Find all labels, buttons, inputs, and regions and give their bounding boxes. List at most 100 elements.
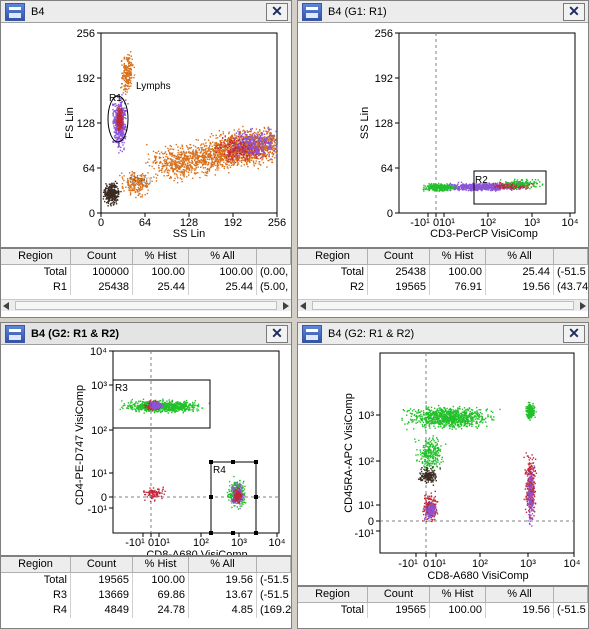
- y-tick-label: 10²: [91, 425, 107, 437]
- scroll-left-icon[interactable]: [3, 302, 9, 310]
- window-titlebar[interactable]: B4 (G1: R1) ✕: [298, 1, 588, 23]
- plot-canvas[interactable]: R2 256 192 128 64 0 -10¹ 0 10¹ 10² 10³ 1…: [298, 23, 589, 245]
- y-tick-label: 64: [381, 163, 393, 175]
- cell-extra: (0.00,: [260, 266, 289, 278]
- y-tick-label: 128: [77, 118, 95, 130]
- close-button[interactable]: ✕: [563, 324, 585, 343]
- col-header-all[interactable]: % All: [486, 249, 554, 264]
- plot-window-ss-cd3[interactable]: B4 (G1: R1) ✕ R2 256 192 128 64 0 -10¹ 0…: [297, 0, 589, 318]
- table-row[interactable]: Total 100000 100.00 100.00 (0.00,: [1, 265, 291, 280]
- cell-all: 19.56: [486, 280, 554, 295]
- region-r1-gate[interactable]: [107, 95, 129, 143]
- window-titlebar[interactable]: B4 ✕: [1, 1, 291, 23]
- table-row[interactable]: R2 19565 76.91 19.56 (43.74: [298, 280, 588, 295]
- close-button[interactable]: ✕: [266, 2, 288, 21]
- plot-canvas[interactable]: R1 Lymphs Gran 256 192 128 64 0 0 64 128…: [1, 23, 292, 245]
- table-row[interactable]: R3 13669 69.86 13.67 (-51.5: [1, 588, 291, 603]
- col-header-region[interactable]: Region: [298, 587, 368, 602]
- close-button[interactable]: ✕: [563, 2, 585, 21]
- plot-window-cd4-cd8[interactable]: B4 (G2: R1 & R2) ✕ R3 R4 10⁴ 10³ 10² 10¹…: [0, 322, 292, 629]
- col-header-hist[interactable]: % Hist: [430, 249, 486, 264]
- x-tick-label: 0: [98, 217, 104, 229]
- col-header-region[interactable]: Region: [1, 249, 71, 264]
- y-tick-label: 0: [101, 492, 107, 504]
- x-tick-label: -10¹: [398, 558, 418, 570]
- window-icon[interactable]: [5, 324, 25, 343]
- scatter-plot[interactable]: R3 R4 10⁴ 10³ 10² 10¹ 0 -10¹ -10¹ 0 10¹ …: [1, 345, 291, 567]
- y-tick-label: 128: [375, 118, 393, 130]
- scatter-plot[interactable]: R1 Lymphs Gran 256 192 128 64 0 0 64 128…: [1, 23, 291, 245]
- col-header-hist[interactable]: % Hist: [133, 557, 189, 572]
- cell-count: 4849: [71, 603, 133, 618]
- cell-extra: (5.00,: [260, 281, 289, 293]
- cell-region: Total: [298, 603, 368, 618]
- window-titlebar[interactable]: B4 (G2: R1 & R2) ✕: [1, 323, 291, 345]
- x-tick-label: 0: [423, 558, 429, 570]
- y-tick-label: 256: [375, 28, 393, 40]
- col-header-count[interactable]: Count: [368, 587, 430, 602]
- x-axis-label: SS Lin: [173, 228, 205, 240]
- plot-canvas[interactable]: 10³ 10² 10¹ 0 -10¹ -10¹ 0 10¹ 10² 10³ 10…: [298, 345, 589, 585]
- col-header-hist[interactable]: % Hist: [430, 587, 486, 602]
- x-tick-label: 10²: [472, 558, 488, 570]
- col-header-extra[interactable]: [257, 557, 291, 572]
- table-header: Region Count % Hist % All: [1, 557, 291, 573]
- plot-window-fs-ss[interactable]: B4 ✕ R1 Lymphs Gran 256 192 128 64 0 0 6…: [0, 0, 292, 318]
- col-header-count[interactable]: Count: [71, 249, 133, 264]
- cell-count: 13669: [71, 588, 133, 603]
- scroll-right-icon[interactable]: [580, 302, 586, 310]
- table-row[interactable]: Total 19565 100.00 19.56 (-51.5: [1, 573, 291, 588]
- cell-hist: 100.00: [430, 603, 486, 618]
- window-icon[interactable]: [302, 2, 322, 21]
- table-row[interactable]: R4 4849 24.78 4.85 (169.2: [1, 603, 291, 618]
- col-header-all[interactable]: % All: [486, 587, 554, 602]
- x-axis-label: CD3-PerCP VisiComp: [430, 228, 538, 240]
- window-titlebar[interactable]: B4 (G2: R1 & R2) ✕: [298, 323, 588, 345]
- scatter-plot[interactable]: R2 256 192 128 64 0 -10¹ 0 10¹ 10² 10³ 1…: [298, 23, 588, 245]
- y-tick-label: 10¹: [91, 468, 107, 480]
- scroll-thumb[interactable]: [15, 301, 277, 310]
- window-icon[interactable]: [5, 2, 25, 21]
- col-header-count[interactable]: Count: [71, 557, 133, 572]
- region-stats-table: Region Count % Hist % All Total 19565 10…: [298, 585, 588, 628]
- table-row[interactable]: Total 19565 100.00 19.56 (-51.5: [298, 603, 588, 618]
- col-header-extra[interactable]: [257, 249, 291, 264]
- scroll-right-icon[interactable]: [283, 302, 289, 310]
- table-row[interactable]: R1 25438 25.44 25.44 (5.00,: [1, 280, 291, 295]
- region-stats-table: Region Count % Hist % All Total 19565 10…: [1, 555, 291, 628]
- region-label: R3: [115, 383, 128, 394]
- col-header-all[interactable]: % All: [189, 249, 257, 264]
- y-axis-label: CD45RA-APC VisiComp: [343, 393, 355, 513]
- y-tick-label: 64: [83, 163, 95, 175]
- horizontal-scrollbar[interactable]: [1, 299, 291, 311]
- col-header-region[interactable]: Region: [298, 249, 368, 264]
- col-header-all[interactable]: % All: [189, 557, 257, 572]
- col-header-region[interactable]: Region: [1, 557, 71, 572]
- region-stats-table: Region Count % Hist % All Total 25438 10…: [298, 247, 588, 307]
- region-r3-gate[interactable]: [112, 379, 211, 429]
- region-label: R2: [475, 175, 488, 186]
- window-icon[interactable]: [302, 324, 322, 343]
- cell-region: Total: [298, 265, 368, 280]
- col-header-count[interactable]: Count: [368, 249, 430, 264]
- plot-canvas[interactable]: R3 R4 10⁴ 10³ 10² 10¹ 0 -10¹ -10¹ 0 10¹ …: [1, 345, 292, 567]
- plot-window-cd45ra-cd8[interactable]: B4 (G2: R1 & R2) ✕ 10³ 10² 10¹ 0 -10¹ -1…: [297, 322, 589, 629]
- x-tick-label: 10³: [520, 558, 536, 570]
- x-tick-label: 64: [139, 217, 151, 229]
- region-label: R4: [213, 465, 226, 476]
- cell-count: 25438: [368, 265, 430, 280]
- region-r2-gate[interactable]: [473, 170, 547, 205]
- x-tick-label: 10¹: [430, 558, 446, 570]
- col-header-extra[interactable]: [554, 587, 588, 602]
- close-button[interactable]: ✕: [266, 324, 288, 343]
- cell-all: 13.67: [189, 588, 257, 603]
- horizontal-scrollbar[interactable]: [298, 299, 588, 311]
- col-header-extra[interactable]: [554, 249, 588, 264]
- window-title: B4 (G2: R1 & R2): [328, 327, 415, 340]
- scroll-left-icon[interactable]: [300, 302, 306, 310]
- col-header-hist[interactable]: % Hist: [133, 249, 189, 264]
- x-tick-label: 10⁴: [269, 537, 286, 549]
- table-row[interactable]: Total 25438 100.00 25.44 (-51.5: [298, 265, 588, 280]
- scroll-thumb[interactable]: [312, 301, 574, 310]
- scatter-plot[interactable]: 10³ 10² 10¹ 0 -10¹ -10¹ 0 10¹ 10² 10³ 10…: [298, 345, 588, 585]
